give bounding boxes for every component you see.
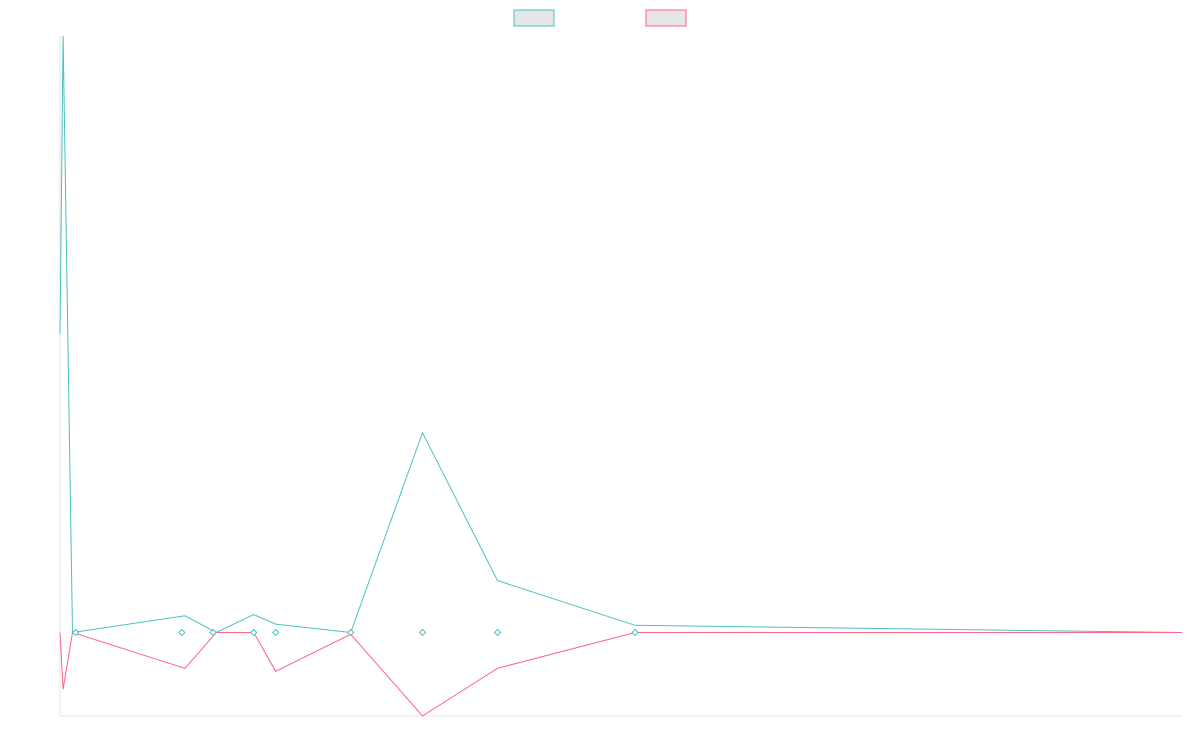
legend-swatch-1[interactable] (513, 9, 555, 27)
series-line-1 (59, 35, 1183, 634)
data-point-marker (250, 628, 258, 637)
data-point-marker (418, 628, 427, 637)
data-point-marker (178, 628, 186, 637)
series-line-2 (59, 631, 1182, 717)
data-point-marker (346, 628, 355, 637)
marker-layer (71, 628, 639, 637)
series-layer (59, 35, 1183, 717)
data-point-marker (631, 628, 639, 637)
data-point-marker (493, 628, 502, 637)
legend (513, 9, 687, 27)
data-point-marker (71, 628, 80, 637)
data-point-marker (271, 628, 280, 637)
data-point-marker (209, 628, 217, 637)
legend-swatch-2[interactable] (645, 9, 687, 27)
